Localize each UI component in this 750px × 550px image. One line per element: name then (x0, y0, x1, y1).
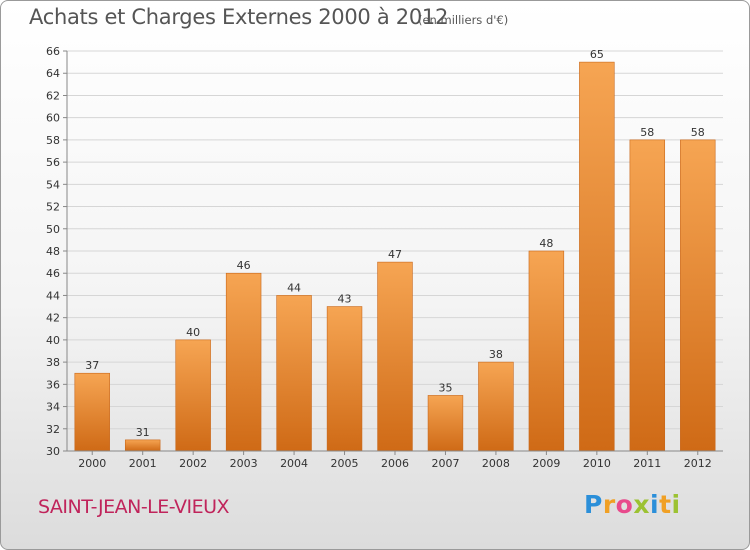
data-label: 35 (438, 381, 452, 394)
y-tick-label: 56 (46, 156, 60, 169)
y-tick-label: 60 (46, 112, 60, 125)
x-tick-label: 2003 (230, 457, 258, 470)
y-tick-label: 42 (46, 312, 60, 325)
brand-letter: i (650, 490, 660, 519)
bars (74, 61, 716, 452)
data-labels: 37 31 40 46 44 43 47 35 38 48 65 58 58 (85, 48, 705, 439)
y-tick-label: 30 (46, 445, 60, 458)
brand-letter: x (633, 490, 650, 519)
x-tick-label: 2006 (381, 457, 409, 470)
y-tick-label: 36 (46, 378, 60, 391)
bar (427, 395, 464, 452)
y-tick-label: 58 (46, 134, 60, 147)
bar (478, 361, 514, 452)
data-label: 58 (640, 126, 654, 139)
x-tick-label: 2011 (633, 457, 661, 470)
x-tick-label: 2000 (78, 457, 106, 470)
data-label: 38 (489, 348, 503, 361)
bar (528, 250, 565, 452)
brand-letter: r (602, 490, 616, 519)
x-tick-label: 2004 (280, 457, 308, 470)
data-label: 47 (388, 248, 402, 261)
y-tick-label: 66 (46, 45, 60, 58)
brand-letter: o (615, 490, 634, 519)
data-label: 37 (85, 359, 99, 372)
x-tick-label: 2005 (331, 457, 359, 470)
y-tick-label: 54 (46, 178, 60, 191)
bar (629, 139, 666, 452)
commune-name: SAINT-JEAN-LE-VIEUX (38, 496, 230, 518)
bar (124, 439, 161, 452)
data-label: 65 (590, 48, 604, 61)
data-label: 43 (338, 293, 352, 306)
bar (175, 339, 211, 452)
bar (579, 61, 615, 452)
bar (225, 272, 262, 452)
x-tick-label: 2012 (684, 457, 712, 470)
y-tick-label: 32 (46, 423, 60, 436)
y-tick-label: 44 (46, 289, 60, 302)
brand-letter: P (584, 490, 603, 519)
data-label: 40 (186, 326, 200, 339)
bar (276, 295, 312, 452)
data-label: 48 (539, 237, 553, 250)
brand-letter: t (659, 490, 672, 519)
brand-letter: i (671, 490, 681, 519)
bar (680, 139, 716, 452)
y-tick-label: 48 (46, 245, 60, 258)
x-tick-label: 2007 (431, 457, 459, 470)
y-tick-label: 40 (46, 334, 60, 347)
y-tick-label: 46 (46, 267, 60, 280)
y-tick-label: 52 (46, 201, 60, 214)
chart-subtitle: (en milliers d'€) (418, 13, 509, 27)
x-tick-label: 2001 (129, 457, 157, 470)
bar (74, 372, 110, 452)
y-tick-label: 38 (46, 356, 60, 369)
bar (326, 306, 363, 452)
x-tick-label: 2010 (583, 457, 611, 470)
data-label: 58 (691, 126, 705, 139)
y-tick-label: 34 (46, 401, 60, 414)
x-tick-label: 2002 (179, 457, 207, 470)
x-tick-label: 2008 (482, 457, 510, 470)
axes: 30 32 34 36 38 40 42 44 46 48 50 52 54 56 58 60 62 64 66 20… (46, 45, 723, 470)
y-tick-label: 50 (46, 223, 60, 236)
chart-title: Achats et Charges Externes 2000 à 2012 (29, 5, 449, 29)
x-tick-label: 2009 (532, 457, 560, 470)
y-tick-label: 62 (46, 89, 60, 102)
bar (377, 261, 413, 452)
y-tick-label: 64 (46, 67, 60, 80)
brand-logo: Proxiti (584, 490, 681, 519)
data-label: 44 (287, 281, 301, 294)
data-label: 31 (136, 426, 150, 439)
data-label: 46 (237, 259, 251, 272)
